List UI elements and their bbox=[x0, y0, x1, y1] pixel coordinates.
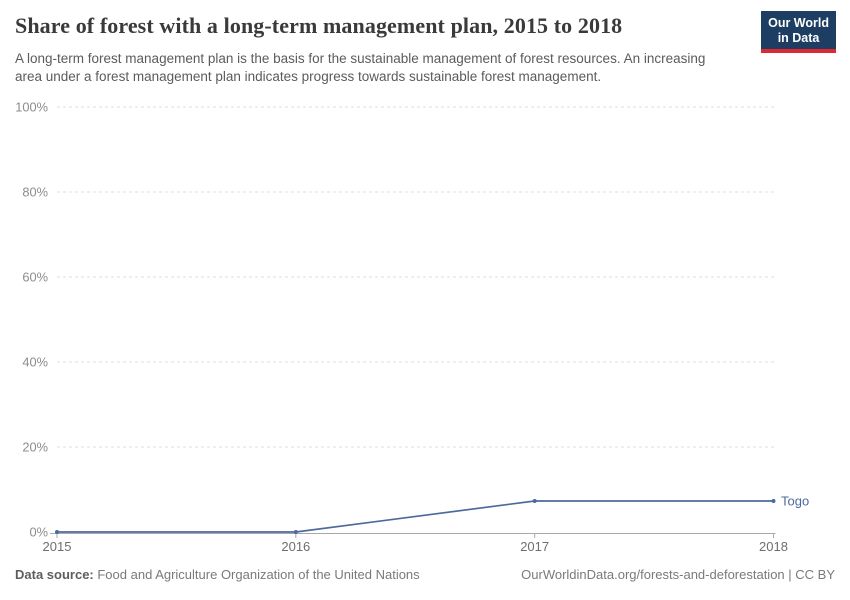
data-point bbox=[771, 498, 776, 503]
data-point bbox=[55, 530, 59, 534]
y-axis-tick-label: 100% bbox=[15, 100, 48, 115]
owid-logo-line2: in Data bbox=[777, 31, 820, 45]
series-line-togo bbox=[57, 500, 774, 533]
y-axis-tick-label: 0% bbox=[30, 525, 49, 540]
x-axis-tick-label: 2015 bbox=[43, 539, 72, 554]
y-axis-tick-label: 80% bbox=[22, 185, 48, 200]
license-label: CC BY bbox=[795, 567, 835, 582]
footer-attribution: OurWorldinData.org/forests-and-deforesta… bbox=[521, 567, 835, 582]
owid-logo-line1: Our World bbox=[768, 16, 829, 30]
owid-logo: Our World in Data bbox=[761, 11, 836, 53]
data-point bbox=[532, 498, 537, 503]
page-title: Share of forest with a long-term managem… bbox=[15, 13, 623, 38]
data-source-value: Food and Agriculture Organization of the… bbox=[93, 567, 420, 582]
y-axis-tick-label: 60% bbox=[22, 270, 48, 285]
chart-footer: Data source: Food and Agriculture Organi… bbox=[0, 567, 850, 582]
data-source-label: Data source: bbox=[15, 567, 94, 582]
chart-subtitle: A long-term forest management plan is th… bbox=[15, 51, 706, 85]
data-point bbox=[293, 530, 298, 534]
x-axis-tick-label: 2016 bbox=[281, 539, 310, 554]
y-axis-tick-label: 20% bbox=[22, 440, 48, 455]
y-axis-tick-label: 40% bbox=[22, 355, 48, 370]
owid-url-link[interactable]: OurWorldinData.org/forests-and-deforesta… bbox=[521, 567, 785, 582]
x-axis-tick-label: 2017 bbox=[520, 539, 549, 554]
x-axis-tick-label: 2018 bbox=[759, 539, 788, 554]
series-label-togo[interactable]: Togo bbox=[781, 493, 809, 508]
line-chart: 0% 20% 40% 60% 80% 100% 2015 2016 2017 2018 Togo bbox=[15, 100, 809, 555]
data-source: Data source: Food and Agriculture Organi… bbox=[15, 567, 420, 582]
footer-separator: | bbox=[784, 567, 796, 582]
